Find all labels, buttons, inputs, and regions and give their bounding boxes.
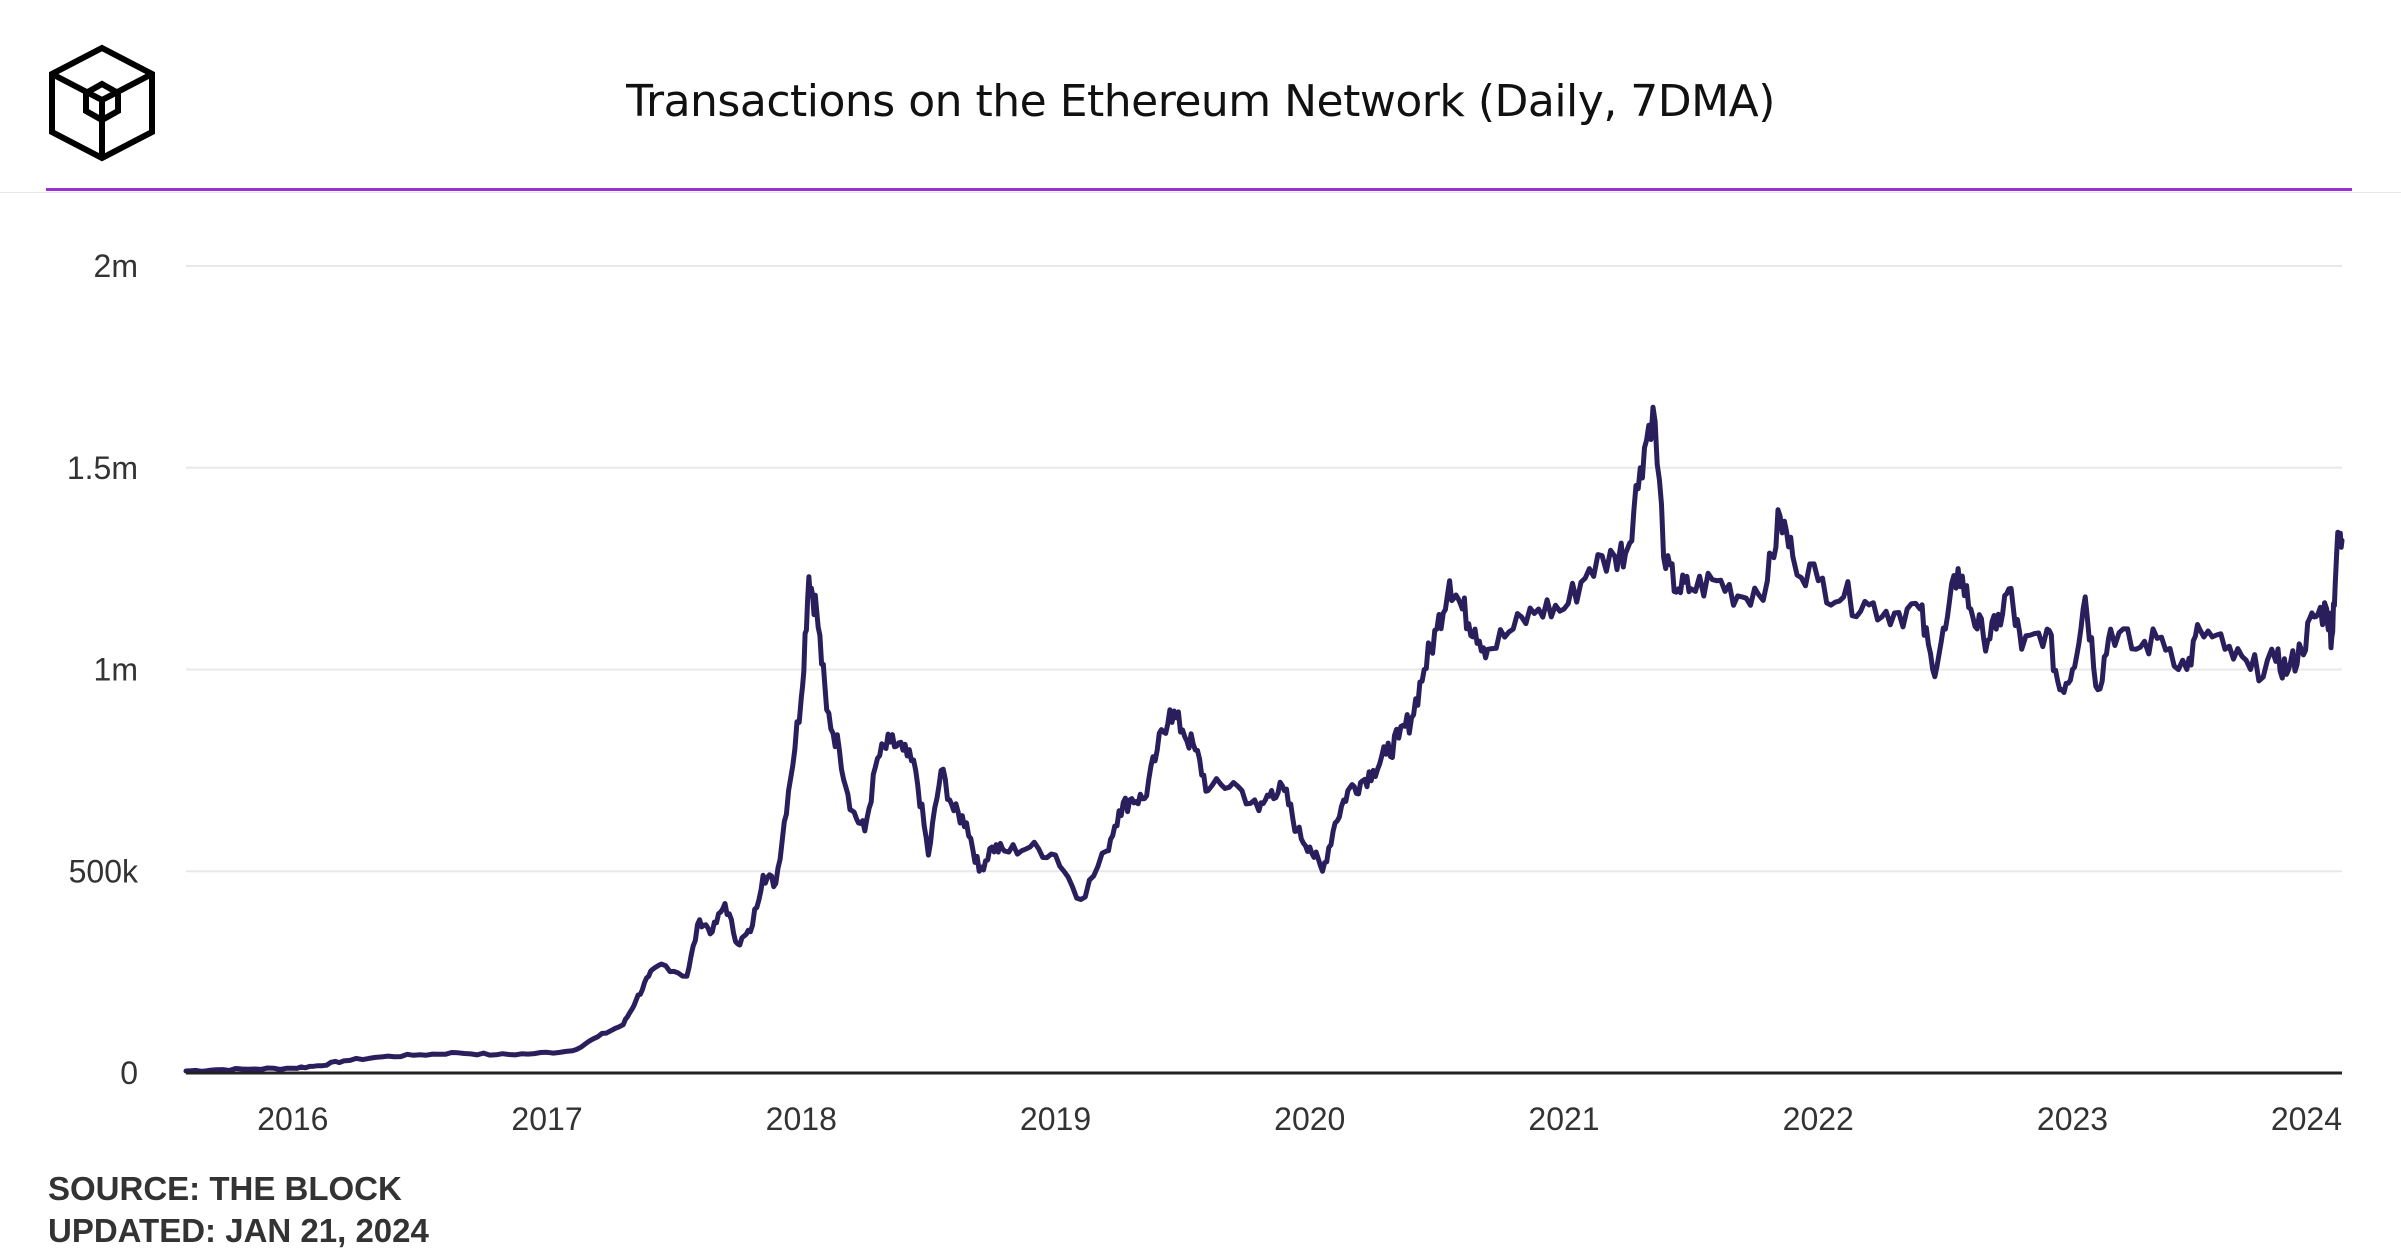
x-tick-label: 2019 xyxy=(1020,1101,1091,1137)
x-tick-label: 2017 xyxy=(511,1101,582,1137)
updated-label: UPDATED: JAN 21, 2024 xyxy=(48,1212,429,1249)
x-tick-label: 2022 xyxy=(1783,1101,1854,1137)
grid-lines xyxy=(186,265,2342,873)
accent-rule xyxy=(46,188,2352,191)
y-tick-label: 500k xyxy=(69,853,139,889)
header-divider xyxy=(0,192,2401,193)
series-layer xyxy=(183,404,2345,1074)
y-tick-label: 1.5m xyxy=(67,450,138,486)
x-tick-label: 2018 xyxy=(766,1101,837,1137)
x-axis-ticks: 2016 2017 2018 2019 2020 2021 2022 2023 2024 xyxy=(257,1101,2342,1137)
x-tick-label: 2020 xyxy=(1274,1101,1345,1137)
x-tick-label: 2021 xyxy=(1528,1101,1599,1137)
the-block-logo-icon xyxy=(49,44,155,162)
y-tick-label: 0 xyxy=(120,1055,138,1091)
source-label: SOURCE: THE BLOCK xyxy=(48,1170,402,1207)
y-axis-ticks: 0 500k 1m 1.5m 2m xyxy=(67,248,139,1091)
chart-footer: SOURCE: THE BLOCK UPDATED: JAN 21, 2024 xyxy=(48,1168,429,1252)
y-tick-label: 2m xyxy=(94,248,138,284)
series-line-transactions xyxy=(183,404,2345,1074)
chart-header: Transactions on the Ethereum Network (Da… xyxy=(0,0,2401,192)
x-tick-label: 2016 xyxy=(257,1101,328,1137)
x-tick-label: 2023 xyxy=(2037,1101,2108,1137)
x-tick-label: 2024 xyxy=(2271,1101,2342,1137)
chart-title: Transactions on the Ethereum Network (Da… xyxy=(626,76,1775,127)
y-tick-label: 1m xyxy=(94,652,138,688)
